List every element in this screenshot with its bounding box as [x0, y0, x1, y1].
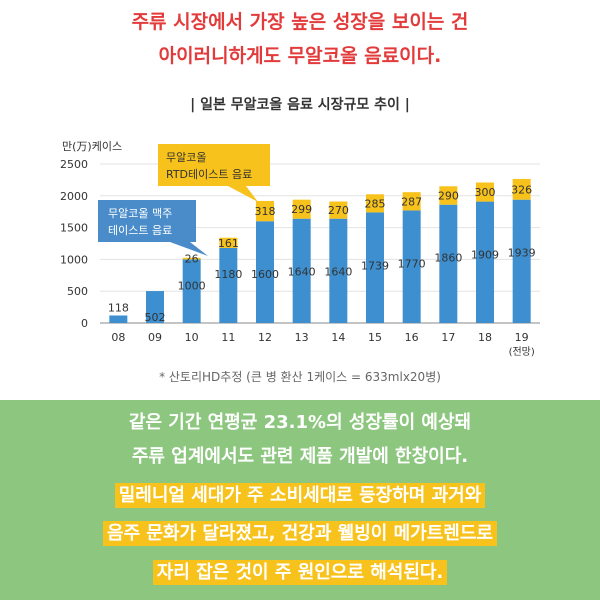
bar-rtd-value: 299	[291, 203, 312, 216]
bar-rtd-value: 290	[438, 189, 459, 202]
bar-rtd-value: 270	[328, 204, 349, 217]
summary-line-3: 밀레니얼 세대가 주 소비세대로 등장하며 과거와	[114, 483, 486, 508]
bar-rtd-value: 326	[511, 183, 532, 196]
bar-beer	[292, 218, 311, 323]
summary-line-5: 자리 잡은 것이 주 원인으로 해석된다.	[152, 560, 448, 585]
bar-beer	[366, 212, 384, 323]
x-tick-label: 18	[478, 331, 492, 344]
x-tick-label: 08	[111, 331, 125, 344]
bar-beer	[476, 201, 494, 323]
summary-line-5-wrap: 자리 잡은 것이 주 원인으로 해석된다.	[0, 560, 600, 586]
x-tick-label: 12	[258, 331, 272, 344]
bar-beer	[109, 315, 128, 323]
y-tick-label: 2500	[60, 158, 88, 171]
bar-beer-value: 1000	[178, 279, 206, 292]
bar-rtd	[512, 178, 531, 200]
y-tick-label: 2000	[60, 190, 88, 203]
x-tick-label: 11	[221, 331, 235, 344]
bar-beer-value: 1180	[214, 268, 242, 281]
y-axis-label: 만(万)케이스	[62, 140, 122, 153]
bar-rtd	[329, 201, 348, 219]
callout-rtd-line-1: 무알코올	[166, 150, 206, 164]
callout-rtd-line-2: RTD테이스트 음료	[166, 168, 252, 181]
bar-beer	[512, 199, 531, 323]
x-tick-label: 14	[331, 331, 345, 344]
source-note: * 산토리HD추정 (큰 병 환산 1케이스 = 633mlx20병)	[159, 370, 441, 384]
x-tick-sublabel: (전망)	[509, 346, 535, 358]
y-tick-label: 1000	[60, 253, 88, 266]
bar-beer	[146, 291, 164, 323]
bar-beer-value: 1909	[471, 249, 499, 262]
bar-beer-value: 502	[145, 311, 166, 324]
summary-line-3-wrap: 밀레니얼 세대가 주 소비세대로 등장하며 과거와	[0, 483, 600, 509]
callout-beer-line-2: 테이스트 음료	[108, 224, 172, 237]
bar-rtd-value: 285	[365, 197, 386, 210]
bar-beer-value: 1739	[361, 259, 389, 272]
summary-line-1: 같은 기간 연평균 23.1%의 성장률이 예상돼	[128, 412, 472, 433]
summary-line-4: 음주 문화가 달라졌고, 건강과 웰빙이 메가트렌드로	[103, 521, 497, 546]
bar-beer	[219, 247, 238, 323]
bar-beer-value: 1640	[288, 266, 316, 279]
bar-beer	[182, 259, 201, 323]
bar-beer	[439, 204, 458, 323]
x-tick-label: 17	[441, 331, 455, 344]
x-tick-label: 09	[148, 331, 162, 344]
x-tick-label: 10	[185, 331, 199, 344]
chart-title: | 일본 무알코올 음료 시장규모 추이 |	[190, 97, 410, 113]
bar-beer	[329, 218, 348, 323]
bar-beer-value: 118	[108, 301, 129, 314]
callout-beer-pointer	[170, 242, 208, 256]
bar-beer	[256, 221, 274, 323]
y-tick-label: 0	[81, 317, 88, 330]
bar-rtd	[476, 182, 494, 202]
headline-line-1: 주류 시장에서 가장 높은 성장을 보이는 건	[131, 11, 469, 33]
callout-rtd-pointer	[228, 186, 258, 202]
y-tick-label: 500	[67, 285, 88, 298]
bar-rtd	[256, 201, 274, 222]
bar-rtd	[182, 257, 201, 260]
summary-line-2: 주류 업계에서도 관련 제품 개발에 한창이다.	[131, 446, 469, 467]
summary-line-4-wrap: 음주 문화가 달라졌고, 건강과 웰빙이 메가트렌드로	[0, 521, 600, 547]
y-tick-label: 1500	[60, 222, 88, 235]
bar-rtd	[219, 237, 238, 248]
headline-line-2: 아이러니하게도 무알코올 음료이다.	[158, 45, 442, 67]
bar-beer-value: 1770	[398, 257, 426, 270]
x-tick-label: 16	[405, 331, 419, 344]
bar-beer	[402, 210, 421, 323]
x-tick-label: 13	[295, 331, 309, 344]
callout-rtd-box	[158, 144, 270, 186]
x-tick-label: 15	[368, 331, 382, 344]
x-tick-label: 19	[515, 331, 529, 344]
bar-beer-value: 1860	[434, 252, 462, 265]
bar-rtd	[439, 186, 458, 205]
bar-rtd-value: 287	[401, 195, 422, 208]
bar-rtd	[292, 199, 311, 219]
bar-beer-value: 1600	[251, 268, 279, 281]
bar-rtd-value: 318	[255, 205, 276, 218]
bar-beer-value: 1640	[324, 266, 352, 279]
summary-panel: 같은 기간 연평균 23.1%의 성장률이 예상돼 주류 업계에서도 관련 제품…	[0, 400, 600, 600]
bar-rtd	[366, 194, 384, 213]
bar-beer-value: 1939	[508, 247, 536, 260]
callout-beer-line-1: 무알코올 맥주	[108, 206, 172, 220]
bar-rtd-value: 300	[475, 186, 496, 199]
bar-rtd	[402, 192, 421, 211]
callout-beer-box	[98, 200, 196, 242]
bar-rtd-value: 26	[185, 253, 199, 266]
bar-rtd-value: 161	[218, 237, 239, 250]
bar-chart: 만(万)케이스 0 500 1000 1500 2000 2500 118 08 502 09 26 1…	[60, 140, 540, 358]
